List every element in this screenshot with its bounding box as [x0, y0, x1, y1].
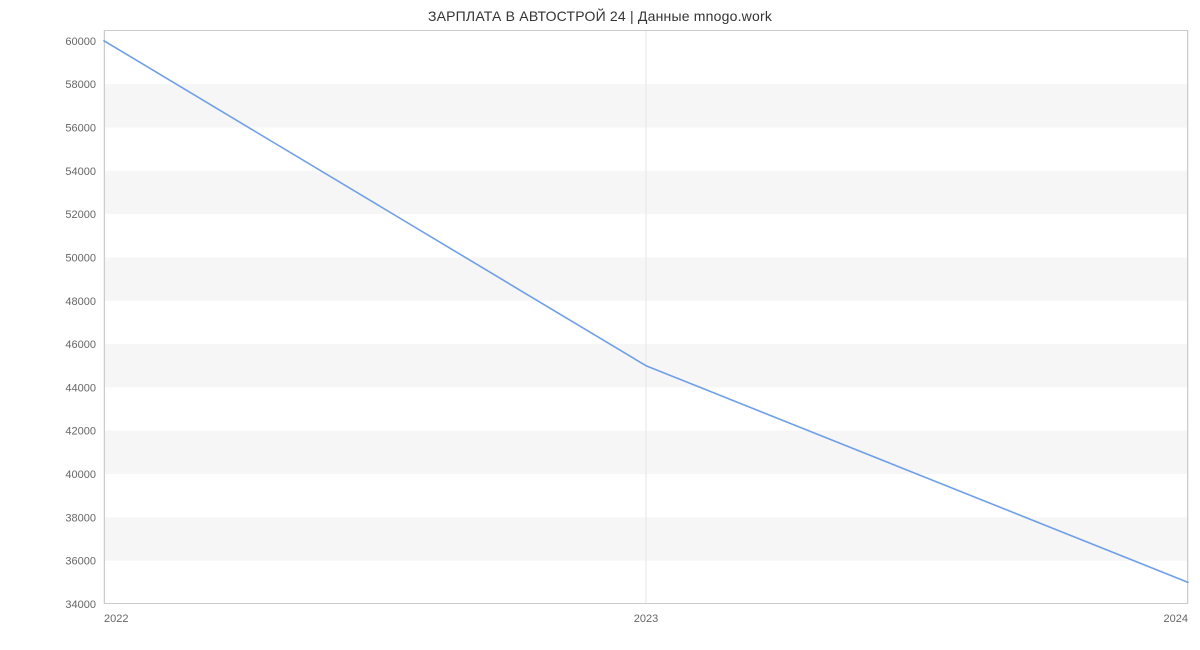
- x-tick-label: 2024: [1164, 613, 1188, 625]
- y-tick-label: 34000: [65, 599, 96, 611]
- chart-svg: 34000 36000 38000 40000 42000 44000 46000 48000…: [0, 0, 1200, 650]
- y-tick-label: 44000: [65, 382, 96, 394]
- x-tick-label: 2023: [634, 613, 658, 625]
- x-tick-label: 2022: [104, 613, 128, 625]
- chart-title: ЗАРПЛАТА В АВТОСТРОЙ 24 | Данные mnogo.w…: [0, 8, 1200, 24]
- y-tick-label: 60000: [65, 36, 96, 48]
- salary-line-chart: ЗАРПЛАТА В АВТОСТРОЙ 24 | Данные mnogo.w…: [0, 0, 1200, 650]
- y-tick-label: 40000: [65, 469, 96, 481]
- y-tick-label: 42000: [65, 426, 96, 438]
- y-tick-label: 54000: [65, 166, 96, 178]
- y-tick-label: 38000: [65, 512, 96, 524]
- y-tick-label: 48000: [65, 296, 96, 308]
- y-tick-label: 58000: [65, 79, 96, 91]
- y-tick-label: 56000: [65, 122, 96, 134]
- y-tick-label: 50000: [65, 252, 96, 264]
- y-tick-label: 36000: [65, 556, 96, 568]
- y-tick-label: 52000: [65, 209, 96, 221]
- y-tick-label: 46000: [65, 339, 96, 351]
